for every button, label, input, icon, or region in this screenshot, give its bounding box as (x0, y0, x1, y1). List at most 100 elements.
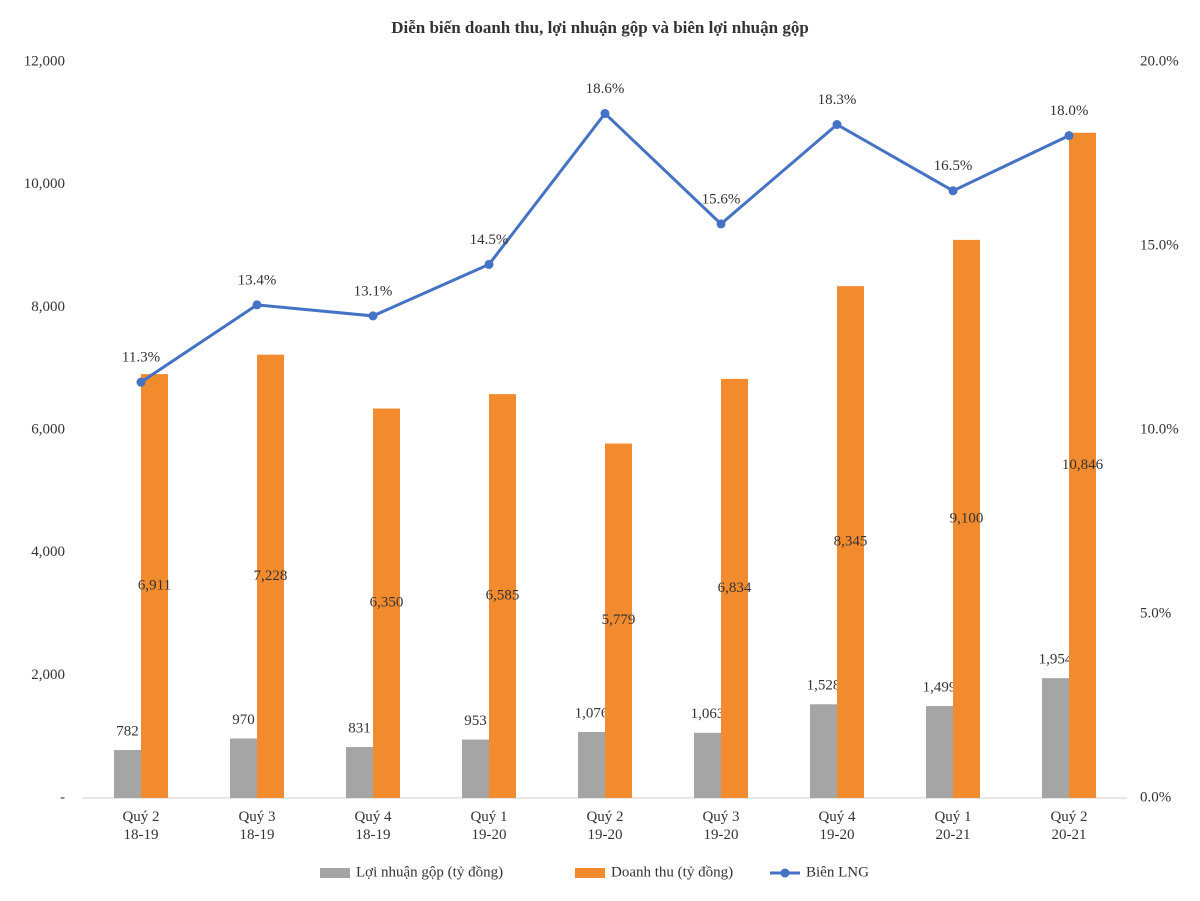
x-tick-line: Quý 3 (238, 809, 275, 825)
x-tick-line: 20-21 (1052, 827, 1087, 843)
line-point (368, 311, 378, 321)
data-label: 11.3% (122, 350, 160, 366)
data-label: 8,345 (834, 534, 868, 550)
bar (721, 378, 748, 798)
bar (230, 738, 257, 798)
x-tick-line: Quý 1 (470, 809, 507, 825)
y-tick-label: 6,000 (31, 421, 65, 437)
x-tick-label: Quý 1 19-20 (470, 809, 507, 843)
data-label: 6,911 (138, 578, 171, 594)
x-tick-label: Quý 2 20-21 (1050, 809, 1087, 843)
legend-label: Lợi nhuận gộp (tỷ đồng) (356, 864, 503, 880)
bar (346, 747, 373, 798)
x-tick-line: 18-19 (356, 827, 391, 843)
bar (489, 394, 516, 798)
x-tick-line: 19-20 (588, 827, 623, 843)
x-tick-label: Quý 1 20-21 (934, 809, 971, 843)
x-tick-label: Quý 3 18-19 (238, 809, 275, 843)
y-tick-label: 4,000 (31, 544, 65, 560)
line-point (600, 109, 610, 119)
x-tick-line: 18-19 (240, 827, 275, 843)
bar (1042, 678, 1069, 798)
data-label: 7,228 (254, 568, 288, 584)
bar (953, 239, 980, 798)
bar (926, 706, 953, 798)
bar (578, 732, 605, 798)
y2-tick-label: 20.0% (1140, 53, 1179, 69)
legend-marker (780, 868, 790, 878)
x-tick-line: 20-21 (936, 827, 971, 843)
y2-tick-label: 10.0% (1140, 421, 1179, 437)
line-point (948, 186, 958, 196)
bar (837, 286, 864, 798)
x-tick-line: 19-20 (820, 827, 855, 843)
line-point (136, 377, 146, 387)
x-tick-line: 19-20 (704, 827, 739, 843)
bar (373, 408, 400, 798)
y-tick-label: 8,000 (31, 299, 65, 315)
bar (605, 443, 632, 798)
line-point (832, 120, 842, 130)
x-tick-line: Quý 4 (818, 809, 856, 825)
data-label: 953 (464, 713, 487, 729)
legend-swatch (575, 868, 605, 878)
data-label: 10,846 (1062, 457, 1104, 473)
bar (141, 374, 168, 798)
x-tick-line: Quý 2 (122, 809, 159, 825)
x-tick-line: Quý 1 (934, 809, 971, 825)
data-label: 18.0% (1050, 103, 1089, 119)
x-tick-label: Quý 4 19-20 (818, 809, 856, 843)
y-tick-label: 10,000 (24, 176, 65, 192)
bar (1069, 132, 1096, 798)
data-label: 5,779 (602, 612, 636, 628)
x-tick-label: Quý 3 19-20 (702, 809, 739, 843)
bar (694, 732, 721, 798)
y-tick-label: - (60, 789, 65, 805)
y2-tick-label: 5.0% (1140, 605, 1171, 621)
legend-label: Doanh thu (tỷ đồng) (611, 864, 733, 880)
bar (810, 704, 837, 798)
data-label: 1,076 (575, 705, 609, 721)
y-tick-label: 2,000 (31, 667, 65, 683)
data-label: 18.3% (818, 92, 857, 108)
x-tick-line: Quý 4 (354, 809, 392, 825)
data-label: 13.1% (354, 283, 393, 299)
line-point (484, 259, 494, 269)
data-label: 970 (232, 712, 255, 728)
y-tick-label: 12,000 (24, 53, 65, 69)
bar (257, 354, 284, 798)
data-label: 1,528 (807, 678, 841, 694)
chart-title: Diễn biến doanh thu, lợi nhuận gộp và bi… (391, 18, 809, 37)
data-label: 6,834 (718, 580, 752, 596)
data-label: 18.6% (586, 81, 625, 97)
y2-tick-label: 15.0% (1140, 237, 1179, 253)
data-label: 6,585 (486, 587, 520, 603)
data-label: 15.6% (702, 191, 741, 207)
x-tick-label: Quý 2 19-20 (586, 809, 623, 843)
data-label: 831 (348, 720, 371, 736)
legend-swatch (320, 868, 350, 878)
data-label: 13.4% (238, 272, 277, 288)
data-label: 16.5% (934, 158, 973, 174)
x-tick-label: Quý 4 18-19 (354, 809, 392, 843)
y2-tick-label: 0.0% (1140, 789, 1171, 805)
data-label: 6,350 (370, 595, 404, 611)
line-point (252, 300, 262, 310)
line-point (716, 219, 726, 229)
data-label: 1,499 (923, 679, 957, 695)
x-tick-line: Quý 3 (702, 809, 739, 825)
x-tick-line: Quý 2 (1050, 809, 1087, 825)
data-label: 782 (116, 723, 139, 739)
x-tick-label: Quý 2 18-19 (122, 809, 159, 843)
bar (114, 750, 141, 798)
x-tick-line: 19-20 (472, 827, 507, 843)
data-label: 1,063 (691, 706, 725, 722)
data-label: 9,100 (950, 510, 984, 526)
x-tick-line: Quý 2 (586, 809, 623, 825)
x-tick-line: 18-19 (124, 827, 159, 843)
legend-label: Biên LNG (806, 864, 869, 880)
bar (462, 739, 489, 798)
data-label: 1,954 (1039, 652, 1073, 668)
data-label: 14.5% (470, 232, 509, 248)
